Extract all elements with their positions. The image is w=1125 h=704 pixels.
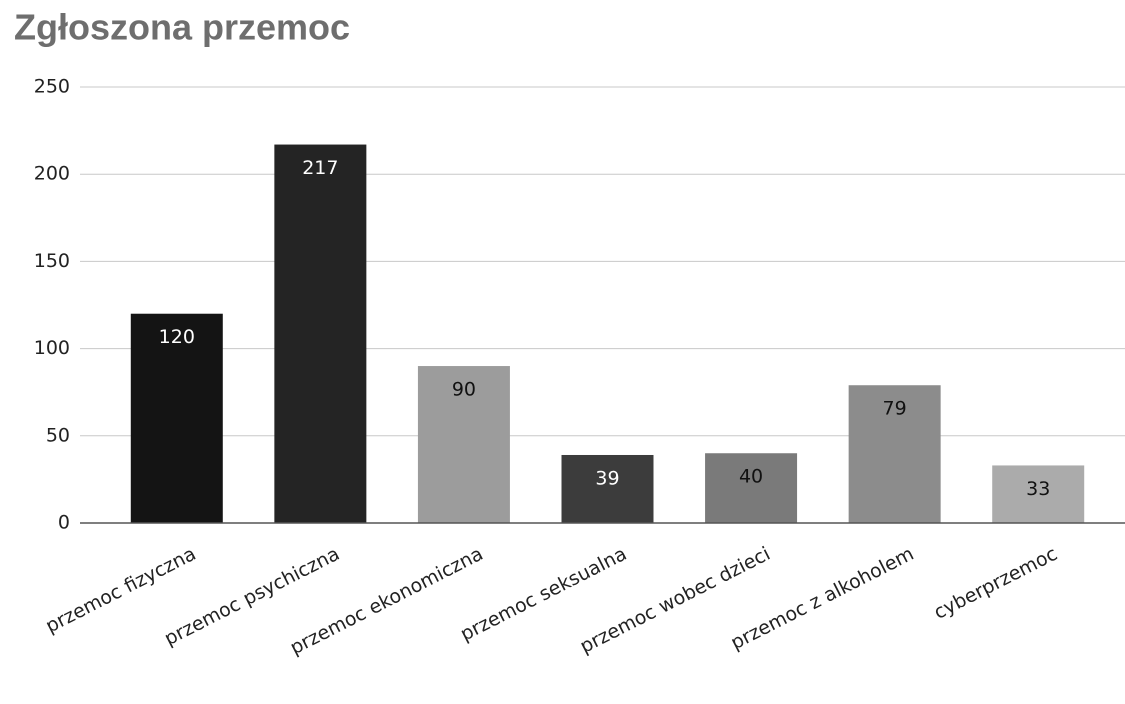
bar bbox=[130, 313, 223, 523]
y-tick-label: 0 bbox=[58, 512, 70, 534]
data-label: 79 bbox=[883, 398, 907, 420]
bar bbox=[274, 144, 367, 523]
data-label: 39 bbox=[595, 467, 619, 489]
bar bbox=[705, 453, 798, 523]
bar bbox=[561, 454, 654, 523]
data-label: 40 bbox=[739, 466, 763, 488]
y-tick-label: 250 bbox=[34, 76, 70, 98]
y-tick-label: 150 bbox=[34, 250, 70, 272]
y-tick-label: 100 bbox=[34, 337, 70, 359]
bar bbox=[417, 366, 510, 523]
y-tick-label: 200 bbox=[34, 163, 70, 185]
x-tick-label: cyberprzemoc bbox=[930, 543, 1061, 624]
data-label: 120 bbox=[159, 326, 195, 348]
data-label: 90 bbox=[452, 379, 476, 401]
chart-title: Zgłoszona przemoc bbox=[14, 7, 350, 48]
y-tick-label: 50 bbox=[46, 424, 70, 446]
data-label: 217 bbox=[302, 157, 338, 179]
data-label: 33 bbox=[1026, 478, 1050, 500]
bar bbox=[992, 465, 1085, 523]
bar bbox=[848, 385, 941, 523]
